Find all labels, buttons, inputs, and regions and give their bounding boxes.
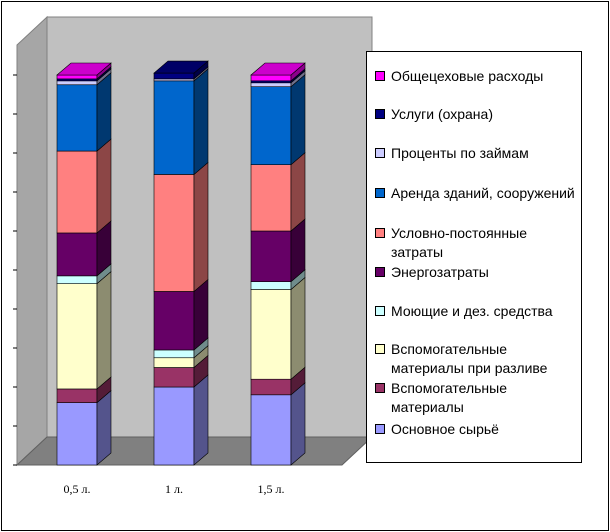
bar-2-аренда-зданий-сооружений-front bbox=[153, 80, 195, 175]
bar-2-услуги-охрана-front bbox=[153, 72, 195, 80]
bar-3-энергозатраты-front bbox=[250, 230, 292, 283]
legend-swatch bbox=[375, 228, 385, 238]
bar-3-проценты-по-займам-front bbox=[250, 82, 292, 88]
legend-label: Общецеховые расходы bbox=[391, 68, 544, 84]
bar-3-общецеховые-расходы-front bbox=[250, 74, 292, 82]
legend-label: Услуги (охрана) bbox=[391, 106, 493, 122]
legend-swatch bbox=[375, 188, 385, 198]
legend-label: Вспомогательные материалы при разливе bbox=[391, 341, 548, 376]
bar-1-энергозатраты-front bbox=[56, 232, 98, 277]
bar-1-вспомогательные-материалы-при-разливе-front bbox=[56, 283, 98, 390]
bar-1-вспомогательные-материалы-при-разливе-side bbox=[96, 270, 112, 390]
bar-1-основное-сырьё-side bbox=[96, 389, 112, 466]
legend: Общецеховые расходы Услуги (охрана) Процен… bbox=[366, 51, 582, 463]
legend-label: Вспомогательные материалы bbox=[391, 380, 508, 415]
side-wall bbox=[16, 15, 48, 467]
bar-3-основное-сырьё-front bbox=[250, 394, 292, 466]
legend-label: Моющие и дез. средства bbox=[391, 303, 553, 319]
legend-label: Аренда зданий, сооружений bbox=[391, 185, 575, 201]
bar-2-основное-сырьё-front bbox=[153, 386, 195, 466]
legend-label: Энергозатраты bbox=[391, 264, 489, 280]
bar-1-вспомогательные-материалы-front bbox=[56, 388, 98, 403]
category-label: 0,5 л. bbox=[64, 482, 91, 496]
legend-swatch bbox=[375, 267, 385, 277]
bar-1-условно-постоянные-затраты-front bbox=[56, 150, 98, 234]
bar-1-общецеховые-расходы-front bbox=[56, 74, 98, 80]
category-label: 1 л. bbox=[165, 482, 183, 496]
bar-2-энергозатраты-front bbox=[153, 291, 195, 351]
legend-swatch bbox=[375, 71, 385, 81]
bar-2-вспомогательные-материалы-при-разливе-front bbox=[153, 357, 195, 368]
bar-1-условно-постоянные-затраты-side bbox=[96, 138, 112, 234]
bar-3-вспомогательные-материалы-при-разливе-side bbox=[290, 276, 306, 380]
bar-1-основное-сырьё-front bbox=[56, 402, 98, 466]
bar-2-условно-постоянные-затраты-front bbox=[153, 174, 195, 292]
legend-swatch bbox=[375, 148, 385, 158]
legend-label: Основное сырьё bbox=[391, 421, 499, 437]
legend-swatch bbox=[375, 383, 385, 393]
bar-3-аренда-зданий-сооружений-front bbox=[250, 86, 292, 165]
bar-3-основное-сырьё-side bbox=[290, 382, 306, 466]
bar-1-top bbox=[56, 62, 112, 76]
legend-label: Проценты по займам bbox=[391, 145, 529, 161]
bar-1-аренда-зданий-сооружений-front bbox=[56, 84, 98, 152]
bar-3-условно-постоянные-затраты-side bbox=[290, 152, 306, 232]
bar-2-top bbox=[153, 60, 209, 74]
bar-2-основное-сырьё-side bbox=[193, 374, 209, 466]
category-label: 1,5 л. bbox=[258, 482, 285, 496]
bar-3-top bbox=[250, 62, 306, 76]
bar-1-проценты-по-займам-front bbox=[56, 80, 98, 86]
bar-1-моющие-и-дез-средства-front bbox=[56, 275, 98, 284]
bar-3-условно-постоянные-затраты-front bbox=[250, 164, 292, 232]
legend-swatch bbox=[375, 109, 385, 119]
bar-2-моющие-и-дез-средства-front bbox=[153, 349, 195, 359]
bar-1-аренда-зданий-сооружений-side bbox=[96, 72, 112, 152]
bar-3-вспомогательные-материалы-front bbox=[250, 378, 292, 396]
bar-3-моющие-и-дез-средства-front bbox=[250, 281, 292, 290]
legend-swatch bbox=[375, 344, 385, 354]
legend-swatch bbox=[375, 306, 385, 316]
bar-3-вспомогательные-материалы-при-разливе-front bbox=[250, 289, 292, 380]
bar-2-условно-постоянные-затраты-side bbox=[193, 161, 209, 293]
bar-2-аренда-зданий-сооружений-side bbox=[193, 68, 209, 176]
bar-3-аренда-зданий-сооружений-side bbox=[290, 74, 306, 166]
legend-swatch bbox=[375, 424, 385, 434]
legend-label: Условно-постоянные затраты bbox=[391, 225, 527, 260]
bar-2-вспомогательные-материалы-front bbox=[153, 367, 195, 388]
